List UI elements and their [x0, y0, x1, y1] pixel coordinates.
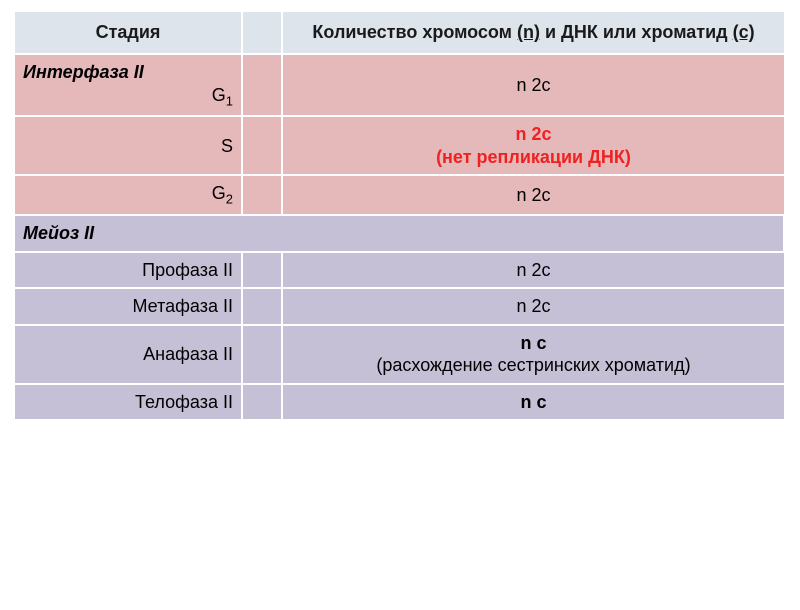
value-s-note: (нет репликации ДНК): [436, 147, 631, 167]
spacer: [242, 325, 282, 384]
row-anaphase: Анафаза II n c (расхождение сестринских …: [15, 325, 784, 384]
value-anaphase: n c (расхождение сестринских хроматид): [282, 325, 784, 384]
stage-anaphase: Анафаза II: [15, 325, 242, 384]
row-meiosis-header: Мейоз II: [15, 215, 784, 252]
value-g2: n 2c: [282, 175, 784, 215]
spacer: [242, 54, 282, 116]
stage-g2: G2: [15, 175, 242, 215]
value-g1: n 2c: [282, 54, 784, 116]
row-interphase-g1: Интерфаза II G1 n 2c: [15, 54, 784, 116]
spacer: [242, 175, 282, 215]
row-s: S n 2c (нет репликации ДНК): [15, 116, 784, 175]
value-anaphase-note: (расхождение сестринских хроматид): [376, 355, 690, 375]
stage-metaphase: Метафаза II: [15, 288, 242, 325]
header-value-n: (n): [517, 22, 540, 42]
value-metaphase: n 2c: [282, 288, 784, 325]
row-metaphase: Метафаза II n 2c: [15, 288, 784, 325]
header-value-prefix: Количество хромосом: [312, 22, 517, 42]
interphase-title: Интерфаза II: [23, 61, 233, 84]
g2-label: G: [212, 183, 226, 203]
spacer: [242, 384, 282, 421]
meiosis-title: Мейоз II: [15, 215, 784, 252]
header-spacer: [242, 11, 282, 54]
stage-prophase: Профаза II: [15, 252, 242, 289]
row-prophase: Профаза II n 2c: [15, 252, 784, 289]
stage-interphase-g1: Интерфаза II G1: [15, 54, 242, 116]
g1-label: G: [212, 85, 226, 105]
g1-index: 1: [226, 93, 233, 108]
header-stage: Стадия: [15, 11, 242, 54]
table-header-row: Стадия Количество хромосом (n) и ДНК или…: [15, 11, 784, 54]
header-value-c: (c): [733, 22, 755, 42]
spacer: [242, 116, 282, 175]
spacer: [242, 252, 282, 289]
spacer: [242, 288, 282, 325]
value-anaphase-main: n c: [520, 333, 546, 353]
row-telophase: Телофаза II n c: [15, 384, 784, 421]
value-telophase: n c: [282, 384, 784, 421]
value-prophase: n 2c: [282, 252, 784, 289]
header-value: Количество хромосом (n) и ДНК или хромат…: [282, 11, 784, 54]
row-g2: G2 n 2c: [15, 175, 784, 215]
header-value-mid: и ДНК или хроматид: [540, 22, 733, 42]
value-s-main: n 2c: [515, 124, 551, 144]
value-s: n 2c (нет репликации ДНК): [282, 116, 784, 175]
meiosis-table: Стадия Количество хромосом (n) и ДНК или…: [15, 10, 785, 421]
g2-index: 2: [226, 192, 233, 207]
stage-telophase: Телофаза II: [15, 384, 242, 421]
stage-s: S: [15, 116, 242, 175]
